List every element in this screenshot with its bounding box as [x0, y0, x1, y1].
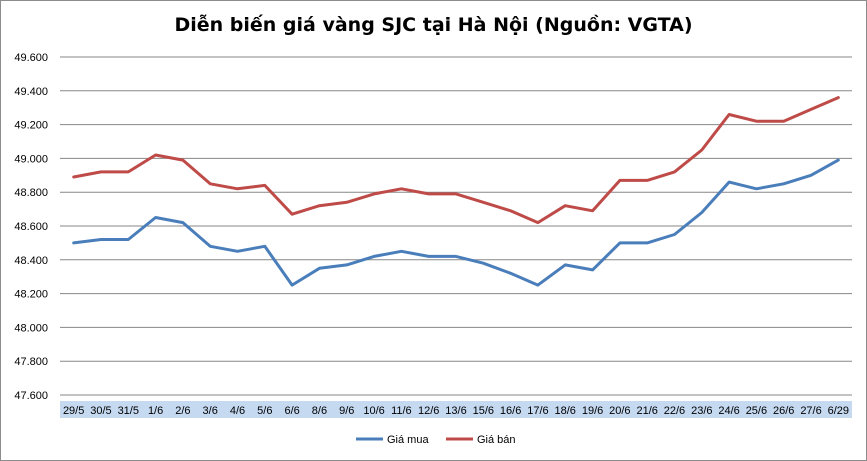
series-line	[72, 96, 840, 225]
x-tick-label: 6/29	[828, 405, 849, 417]
x-tick-label: 24/6	[718, 405, 739, 417]
x-tick-label: 13/6	[445, 405, 466, 417]
x-tick-label: 29/5	[63, 405, 84, 417]
y-tick-label: 48.800	[14, 187, 48, 199]
x-tick-label: 20/6	[609, 405, 630, 417]
y-tick-label: 47.800	[14, 356, 48, 368]
series-lines	[72, 96, 840, 287]
x-tick-label: 9/6	[339, 405, 354, 417]
x-tick-label: 27/6	[800, 405, 821, 417]
x-tick-label: 31/5	[118, 405, 139, 417]
y-tick-label: 49.200	[14, 120, 48, 132]
y-tick-label: 48.000	[14, 322, 48, 334]
x-tick-label: 26/6	[773, 405, 794, 417]
x-axis-band	[60, 401, 852, 418]
x-tick-label: 18/6	[555, 405, 576, 417]
x-tick-label: 4/6	[230, 405, 245, 417]
y-tick-label: 49.600	[14, 52, 48, 64]
y-axis-ticks: 49.600 49.400 49.200 49.000 48.800 48.600 48.4…	[14, 52, 48, 402]
x-tick-label: 22/6	[664, 405, 685, 417]
y-tick-label: 49.000	[14, 153, 48, 165]
x-tick-label: 17/6	[527, 405, 548, 417]
y-tick-label: 47.600	[14, 390, 48, 402]
legend: Giá mua Giá bán	[356, 434, 516, 446]
x-tick-label: 30/5	[90, 405, 111, 417]
chart-title: Diễn biến giá vàng SJC tại Hà Nội (Nguồn…	[174, 14, 693, 36]
x-axis-band-background	[60, 401, 852, 418]
x-tick-label: 21/6	[636, 405, 657, 417]
x-tick-label: 8/6	[312, 405, 327, 417]
y-tick-label: 48.600	[14, 221, 48, 233]
x-tick-label: 25/6	[746, 405, 767, 417]
x-tick-label: 23/6	[691, 405, 712, 417]
y-tick-label: 48.200	[14, 289, 48, 301]
x-tick-label: 19/6	[582, 405, 603, 417]
y-tick-label: 48.400	[14, 255, 48, 267]
x-tick-label: 5/6	[257, 405, 272, 417]
x-tick-label: 1/6	[148, 405, 163, 417]
x-tick-label: 16/6	[500, 405, 521, 417]
x-tick-label: 11/6	[391, 405, 412, 417]
legend-label: Giá bán	[477, 434, 516, 446]
x-tick-label: 3/6	[203, 405, 218, 417]
legend-label: Giá mua	[387, 434, 429, 446]
x-tick-label: 10/6	[363, 405, 384, 417]
x-axis-ticks: 29/5 30/5 31/5 1/6 2/6 3/6 4/6 5/6 6/6 8/6 9/6 10/6…	[63, 405, 849, 417]
series-line	[72, 158, 840, 287]
gridlines	[60, 56, 852, 396]
x-tick-label: 12/6	[418, 405, 439, 417]
x-tick-label: 6/6	[284, 405, 299, 417]
y-tick-label: 49.400	[14, 86, 48, 98]
x-tick-label: 2/6	[175, 405, 190, 417]
x-tick-label: 15/6	[473, 405, 494, 417]
